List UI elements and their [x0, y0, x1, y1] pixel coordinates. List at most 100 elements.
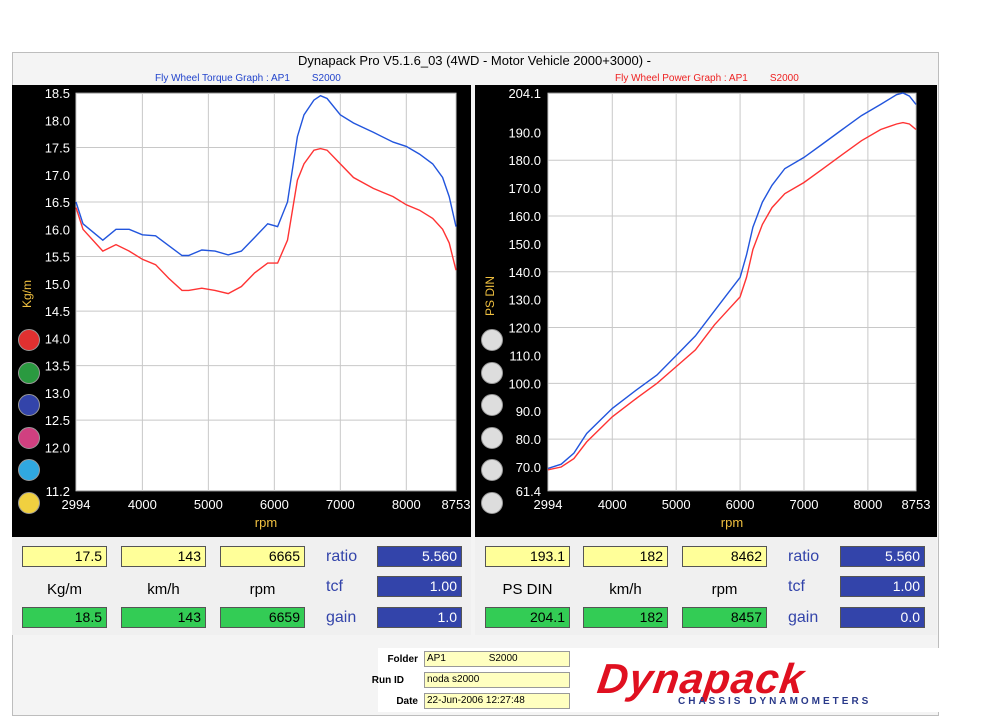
readout-left-gain-value: 1.0: [377, 607, 462, 628]
color-swatch[interactable]: [18, 459, 40, 481]
color-swatch[interactable]: [481, 361, 503, 384]
readout-left-torque-peak: 18.5: [22, 607, 107, 628]
y-tick-label: 110.0: [509, 348, 541, 363]
x-tick-label: 4000: [598, 497, 627, 512]
readout-right-rpm-current: 8462: [682, 546, 767, 567]
readout-right-ratio-label: ratio: [788, 548, 820, 565]
x-tick-label: 8753: [902, 497, 931, 512]
color-swatch[interactable]: [18, 426, 40, 449]
y-tick-label: 17.5: [45, 141, 70, 156]
y-tick-label: 16.0: [45, 222, 70, 237]
readout-right-tcf-value: 1.00: [840, 576, 925, 597]
folder-value-car: S2000: [488, 653, 518, 664]
x-tick-label: 8753: [442, 497, 471, 512]
color-swatch[interactable]: [481, 491, 503, 514]
readout-right-gain-value: 0.0: [840, 607, 925, 628]
plot-area: [547, 92, 917, 492]
readout-right-rpm-peak: 8457: [682, 607, 767, 628]
series-line-blue: [75, 94, 457, 257]
x-tick-label: 2994: [534, 497, 563, 512]
color-swatch[interactable]: [18, 361, 40, 384]
readout-left-tcf-value: 1.00: [377, 576, 462, 597]
y-tick-label: 100.0: [508, 376, 541, 391]
color-swatch[interactable]: [481, 426, 503, 449]
folder-value: AP1: [427, 653, 446, 664]
readout-left-torque-current: 17.5: [22, 546, 107, 567]
y-tick-label: 160.0: [508, 209, 541, 224]
readout-right-unit-speed: km/h: [609, 581, 642, 598]
readout-left-rpm-peak: 6659: [220, 607, 305, 628]
y-tick-label: 15.0: [45, 277, 70, 292]
y-tick-label: 90.0: [516, 404, 541, 419]
power-subtitle: Fly Wheel Power Graph : AP1 S2000: [615, 73, 821, 84]
y-tick-label: 18.5: [45, 86, 70, 101]
readout-right-speed-current: 182: [583, 546, 668, 567]
y-tick-label: 61.4: [516, 484, 541, 499]
readout-right-power-current: 193.1: [485, 546, 570, 567]
y-tick-label: 170.0: [508, 181, 541, 196]
torque-chart: 2994 4000 5000 6000 7000 8000 8753 11.2 12.0 12.5…: [45, 86, 471, 530]
readout-left-speed-peak: 143: [121, 607, 206, 628]
y-tick-label: 130.0: [508, 293, 541, 308]
readout-left-speed-current: 143: [121, 546, 206, 567]
y-tick-label: 70.0: [516, 460, 541, 475]
x-tick-label: 8000: [853, 497, 882, 512]
dynapack-logo-subtitle: CHASSIS DYNAMOMETERS: [678, 696, 872, 707]
readout-left-ratio-label: ratio: [326, 548, 358, 565]
x-tick-label: 4000: [128, 497, 157, 512]
x-axis-label: rpm: [255, 515, 277, 530]
folder-label: Folder: [387, 654, 418, 665]
power-subtitle-car: S2000: [769, 73, 799, 84]
readout-right-unit-power: PS DIN: [502, 581, 553, 598]
y-tick-label: 11.2: [46, 484, 70, 499]
x-tick-label: 6000: [726, 497, 755, 512]
color-swatch[interactable]: [481, 459, 503, 481]
torque-subtitle-text: Fly Wheel Torque Graph : AP1: [155, 73, 290, 84]
readout-right-speed-peak: 182: [583, 607, 668, 628]
readout-left-gain-label: gain: [326, 609, 357, 626]
color-swatch[interactable]: [18, 491, 40, 514]
y-tick-label: 16.5: [45, 195, 70, 210]
color-swatch[interactable]: [18, 329, 40, 351]
readout-left-unit-speed: km/h: [147, 581, 180, 598]
readout-left-rpm-current: 6665: [220, 546, 305, 567]
y-tick-label: 13.0: [45, 386, 70, 401]
readout-right-ratio-value: 5.560: [840, 546, 925, 567]
y-tick-label: 14.0: [45, 331, 70, 346]
power-subtitle-text: Fly Wheel Power Graph : AP1: [615, 73, 748, 84]
readout-left-tcf-label: tcf: [326, 578, 343, 595]
power-ylabel: PS DIN: [483, 275, 497, 316]
color-swatch[interactable]: [481, 329, 503, 351]
series-line-blue: [547, 92, 917, 470]
y-tick-label: 180.0: [508, 153, 541, 168]
y-tick-label: 12.5: [45, 413, 70, 428]
runid-label: Run ID: [371, 675, 404, 686]
x-tick-label: 2994: [62, 497, 91, 512]
x-axis-label: rpm: [721, 515, 743, 530]
readout-right-power-peak: 204.1: [485, 607, 570, 628]
y-tick-label: 140.0: [508, 265, 541, 280]
readout-right-unit-rpm: rpm: [711, 581, 738, 598]
color-swatch[interactable]: [18, 394, 40, 416]
series-line-red: [547, 121, 917, 471]
y-tick-label: 80.0: [516, 432, 541, 447]
torque-subtitle-car: S2000: [311, 73, 341, 84]
folder-field: AP1 S2000: [424, 651, 570, 667]
readout-right-gain-label: gain: [788, 609, 819, 626]
color-swatch[interactable]: [481, 394, 503, 416]
series-line-red: [75, 147, 457, 295]
x-tick-label: 8000: [392, 497, 421, 512]
x-tick-label: 6000: [260, 497, 289, 512]
x-tick-label: 7000: [790, 497, 819, 512]
y-tick-label: 18.0: [45, 113, 70, 128]
torque-subtitle: Fly Wheel Torque Graph : AP1 S2000: [155, 73, 363, 84]
date-value: 22-Jun-2006 12:27:48: [424, 693, 570, 709]
y-tick-label: 14.5: [45, 304, 70, 319]
report-title: Dynapack Pro V5.1.6_03 (4WD - Motor Vehi…: [298, 53, 651, 68]
x-tick-label: 7000: [326, 497, 355, 512]
runid-value: noda s2000: [424, 672, 570, 688]
y-tick-label: 12.0: [45, 440, 70, 455]
y-tick-label: 204.1: [508, 86, 541, 101]
y-tick-label: 15.5: [45, 250, 70, 265]
x-tick-label: 5000: [662, 497, 691, 512]
